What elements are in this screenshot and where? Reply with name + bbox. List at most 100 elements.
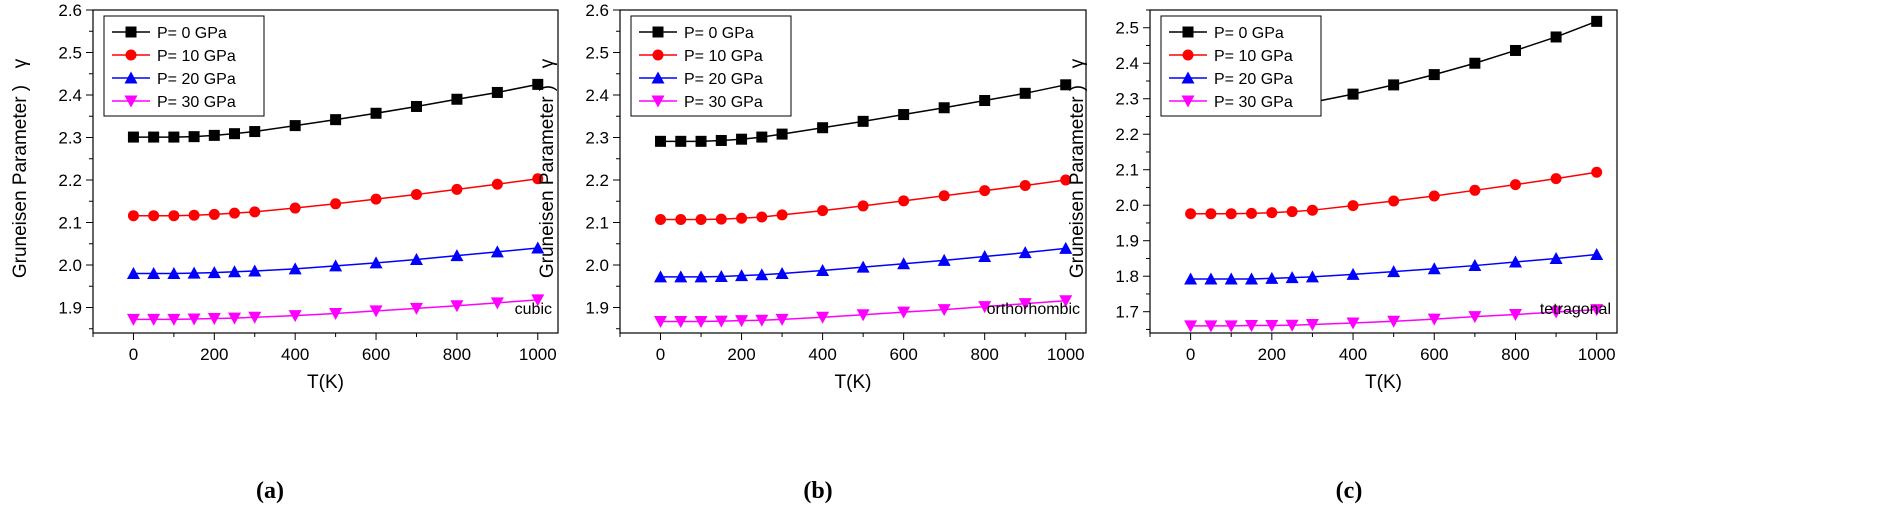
y-tick-label: 2.5 — [58, 44, 82, 63]
data-point — [147, 313, 161, 326]
data-point — [1469, 184, 1481, 196]
data-point — [1305, 318, 1319, 331]
data-point — [938, 190, 950, 202]
data-point — [531, 294, 545, 307]
phase-annotation: tetragonal — [1540, 301, 1611, 318]
plot-frame — [1149, 9, 1618, 334]
data-point — [188, 131, 200, 143]
data-point — [1306, 204, 1318, 216]
y-tick-label: 2.5 — [1115, 19, 1139, 38]
data-point — [675, 214, 687, 226]
data-point — [898, 195, 910, 207]
x-tick-label: 200 — [1258, 345, 1286, 364]
x-tick-label: 400 — [808, 345, 836, 364]
data-point — [674, 270, 688, 283]
data-point — [229, 128, 241, 140]
data-point — [1387, 315, 1401, 328]
data-point — [1285, 271, 1299, 284]
data-point — [856, 260, 870, 273]
data-point — [167, 313, 181, 326]
data-point — [898, 109, 910, 121]
legend-label: P= 20 GPa — [684, 71, 763, 88]
data-point — [817, 205, 829, 217]
data-point — [736, 212, 748, 224]
y-tick-label: 2.6 — [58, 1, 82, 20]
data-point — [675, 135, 687, 147]
phase-annotation: orthorhombic — [987, 301, 1080, 318]
data-point — [187, 313, 201, 326]
data-point — [1245, 272, 1259, 285]
data-point — [490, 245, 504, 258]
data-point — [857, 115, 869, 127]
data-point — [775, 267, 789, 279]
x-tick-label: 600 — [1420, 345, 1448, 364]
data-point — [1018, 298, 1032, 311]
data-point — [1468, 311, 1482, 324]
y-tick-label: 2.3 — [58, 129, 82, 148]
data-point — [228, 265, 242, 278]
data-point — [1549, 306, 1563, 319]
data-point — [207, 266, 221, 279]
data-point — [1590, 304, 1604, 317]
data-point — [776, 209, 788, 221]
data-point — [1388, 195, 1400, 207]
phase-annotation: cubic — [515, 301, 552, 318]
data-point — [1549, 251, 1563, 264]
data-point — [1508, 255, 1522, 268]
data-point — [1346, 317, 1360, 330]
plot-frame — [92, 9, 559, 334]
legend-label: P= 10 GPa — [157, 48, 236, 65]
x-tick-label: 0 — [1186, 345, 1195, 364]
legend-label: P= 10 GPa — [1214, 48, 1293, 65]
x-tick-label: 0 — [129, 345, 138, 364]
data-point — [451, 183, 463, 195]
data-point — [1428, 69, 1440, 81]
data-point — [1205, 208, 1217, 220]
legend-marker — [1181, 71, 1195, 84]
data-point — [714, 315, 728, 328]
data-point — [857, 200, 869, 212]
y-tick-label: 1.7 — [1115, 303, 1139, 322]
x-tick-label: 600 — [362, 345, 390, 364]
data-point — [228, 312, 242, 325]
data-point — [147, 267, 161, 279]
data-point — [856, 309, 870, 322]
data-point — [248, 311, 262, 324]
x-tick-label: 400 — [281, 345, 309, 364]
data-point — [330, 114, 342, 126]
data-point — [654, 316, 668, 329]
data-point — [1305, 270, 1319, 283]
data-point — [1427, 313, 1441, 326]
data-point — [897, 257, 911, 270]
x-tick-label: 200 — [200, 345, 228, 364]
data-point — [188, 209, 200, 221]
data-point — [1428, 190, 1440, 202]
x-tick-label: 800 — [443, 345, 471, 364]
data-point — [1204, 272, 1218, 285]
data-point — [1550, 31, 1562, 43]
data-point — [1224, 272, 1238, 285]
x-tick-label: 800 — [971, 345, 999, 364]
data-point — [490, 297, 504, 310]
y-tick-label: 2.1 — [1115, 161, 1139, 180]
legend-label: P= 0 GPa — [157, 25, 227, 42]
data-point — [1346, 267, 1360, 280]
legend-marker — [651, 95, 665, 108]
data-point — [409, 252, 423, 265]
data-point — [1509, 179, 1521, 191]
data-point — [1246, 207, 1258, 219]
y-tick-label: 2.2 — [58, 171, 82, 190]
legend-marker — [652, 26, 664, 38]
y-tick-label: 1.8 — [1115, 267, 1139, 286]
chart-panel-1: 0 200 400 600 800 1000 1.9 2.0 2.1 2.2 2.3 2.4 2.5 2.… — [10, 1, 559, 504]
data-point — [816, 311, 830, 324]
data-point — [329, 307, 343, 320]
legend-marker — [652, 49, 664, 61]
y-tick-label: 1.9 — [1115, 232, 1139, 251]
legend-marker — [124, 71, 138, 84]
data-point — [1388, 79, 1400, 91]
data-point — [329, 259, 343, 272]
x-tick-label: 600 — [889, 345, 917, 364]
data-point — [330, 198, 342, 210]
